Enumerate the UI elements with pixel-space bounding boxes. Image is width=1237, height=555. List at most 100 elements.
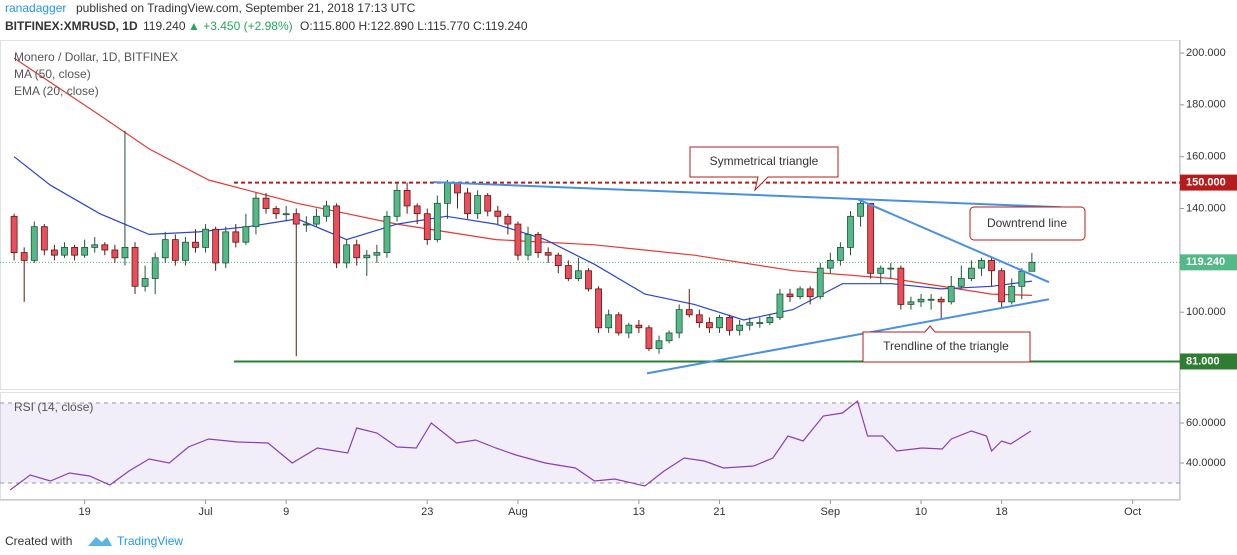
candle-body	[837, 247, 844, 261]
candle-body	[917, 298, 925, 303]
legend-entry: MA (50, close)	[14, 67, 91, 81]
candle-body	[907, 301, 915, 305]
candle-body	[756, 322, 764, 324]
candle-body	[504, 215, 512, 225]
candle-body	[363, 254, 371, 259]
annotation: Symmetrical triangle	[710, 154, 819, 168]
price-tag-label: 119.240	[1186, 256, 1225, 268]
candle-body	[182, 241, 189, 261]
candle-body	[585, 270, 592, 290]
x-tick-label: 18	[996, 506, 1008, 518]
candle-body	[10, 215, 18, 253]
candle-body	[333, 205, 340, 264]
candle-body	[494, 210, 502, 217]
x-tick-label: Sep	[821, 506, 841, 518]
legend-entry: EMA (20, close)	[14, 84, 99, 98]
y-tick-label: 60.0000	[1186, 417, 1226, 429]
candle-body	[282, 213, 290, 216]
candle-body	[968, 267, 975, 279]
y-tick-label: 180.000	[1186, 99, 1226, 111]
price-tag	[1180, 174, 1237, 191]
candle-body	[988, 259, 995, 272]
candle-body	[474, 195, 482, 215]
candle-body	[575, 270, 582, 279]
x-tick-label: 10	[915, 506, 927, 518]
candle-body	[403, 189, 411, 207]
trendline	[857, 198, 1050, 284]
rsi-band	[0, 403, 1180, 483]
candle-body	[1018, 270, 1026, 287]
author-link[interactable]: ranadagger	[5, 1, 66, 15]
x-tick-label: 23	[421, 506, 433, 518]
callout: Symmetrical triangle Downtrend line Tren…	[689, 146, 1086, 363]
candle-body	[625, 324, 633, 334]
published-text: published on TradingView.com, September …	[76, 1, 416, 15]
y-tick-label: 160.000	[1186, 151, 1226, 163]
candle-body	[292, 213, 300, 225]
footer-text: Created with	[5, 534, 72, 548]
candle-body	[998, 270, 1006, 303]
callout-box	[862, 325, 1031, 363]
candle-body	[242, 226, 250, 243]
candle-body	[131, 247, 139, 287]
candle-body	[232, 231, 240, 243]
candle-body	[343, 244, 351, 264]
change: ▲ +3.450 (+2.98%)	[188, 19, 293, 33]
price-tag	[1180, 254, 1237, 271]
candle-body	[695, 314, 703, 323]
candle-body	[897, 267, 905, 305]
line-series	[13, 57, 1032, 296]
candle-body	[30, 226, 38, 261]
candle-body	[252, 197, 260, 228]
rsi-title: RSI (14, close)	[14, 400, 93, 414]
candle-body	[796, 288, 804, 298]
line-series	[9, 399, 1032, 491]
trendline	[646, 298, 1050, 375]
candle-body	[736, 324, 744, 331]
footer-brand[interactable]: TradingView	[117, 534, 183, 548]
candle-body	[423, 213, 431, 241]
candle-body	[877, 267, 885, 274]
candle-body	[857, 202, 864, 217]
candle-body	[262, 197, 270, 209]
candle-body	[51, 249, 58, 256]
candle-body	[222, 231, 230, 264]
candle-body	[454, 182, 461, 194]
candle-body	[161, 239, 169, 259]
candle-body	[847, 215, 854, 248]
candle-body	[544, 252, 552, 256]
candle-body	[40, 226, 48, 251]
candle-body	[867, 202, 875, 274]
y-tick-label: 100.000	[1186, 306, 1226, 318]
candle-body	[706, 322, 713, 329]
candle-body	[947, 285, 955, 303]
candle-body	[524, 234, 532, 256]
x-tick-label: Oct	[1124, 506, 1141, 518]
candle-body	[534, 234, 542, 253]
candle-body	[887, 267, 895, 270]
candle-body	[665, 332, 673, 342]
price-tag-label: 150.000	[1186, 176, 1226, 188]
candle-body	[71, 247, 78, 256]
candle-body	[1008, 285, 1016, 303]
candle-body	[171, 239, 179, 261]
x-tick-label: Aug	[508, 506, 528, 518]
candle-body	[141, 278, 149, 287]
candle-body	[766, 317, 774, 323]
candle-body	[826, 259, 834, 269]
candle-body	[444, 182, 451, 204]
candle-body	[433, 202, 441, 241]
candle-body	[323, 205, 330, 217]
candle-body	[91, 244, 99, 248]
x-tick-label: 13	[633, 506, 645, 518]
candle-body	[61, 247, 68, 256]
candle-body	[484, 195, 492, 212]
annotation: Downtrend line	[987, 216, 1067, 230]
candle-body	[313, 215, 320, 225]
price-tag-label: 81.000	[1186, 355, 1220, 367]
candle-body	[635, 324, 643, 329]
candle-body	[655, 340, 663, 349]
candle-body	[786, 293, 794, 298]
candle-body	[564, 265, 572, 279]
candle-body	[726, 317, 733, 331]
